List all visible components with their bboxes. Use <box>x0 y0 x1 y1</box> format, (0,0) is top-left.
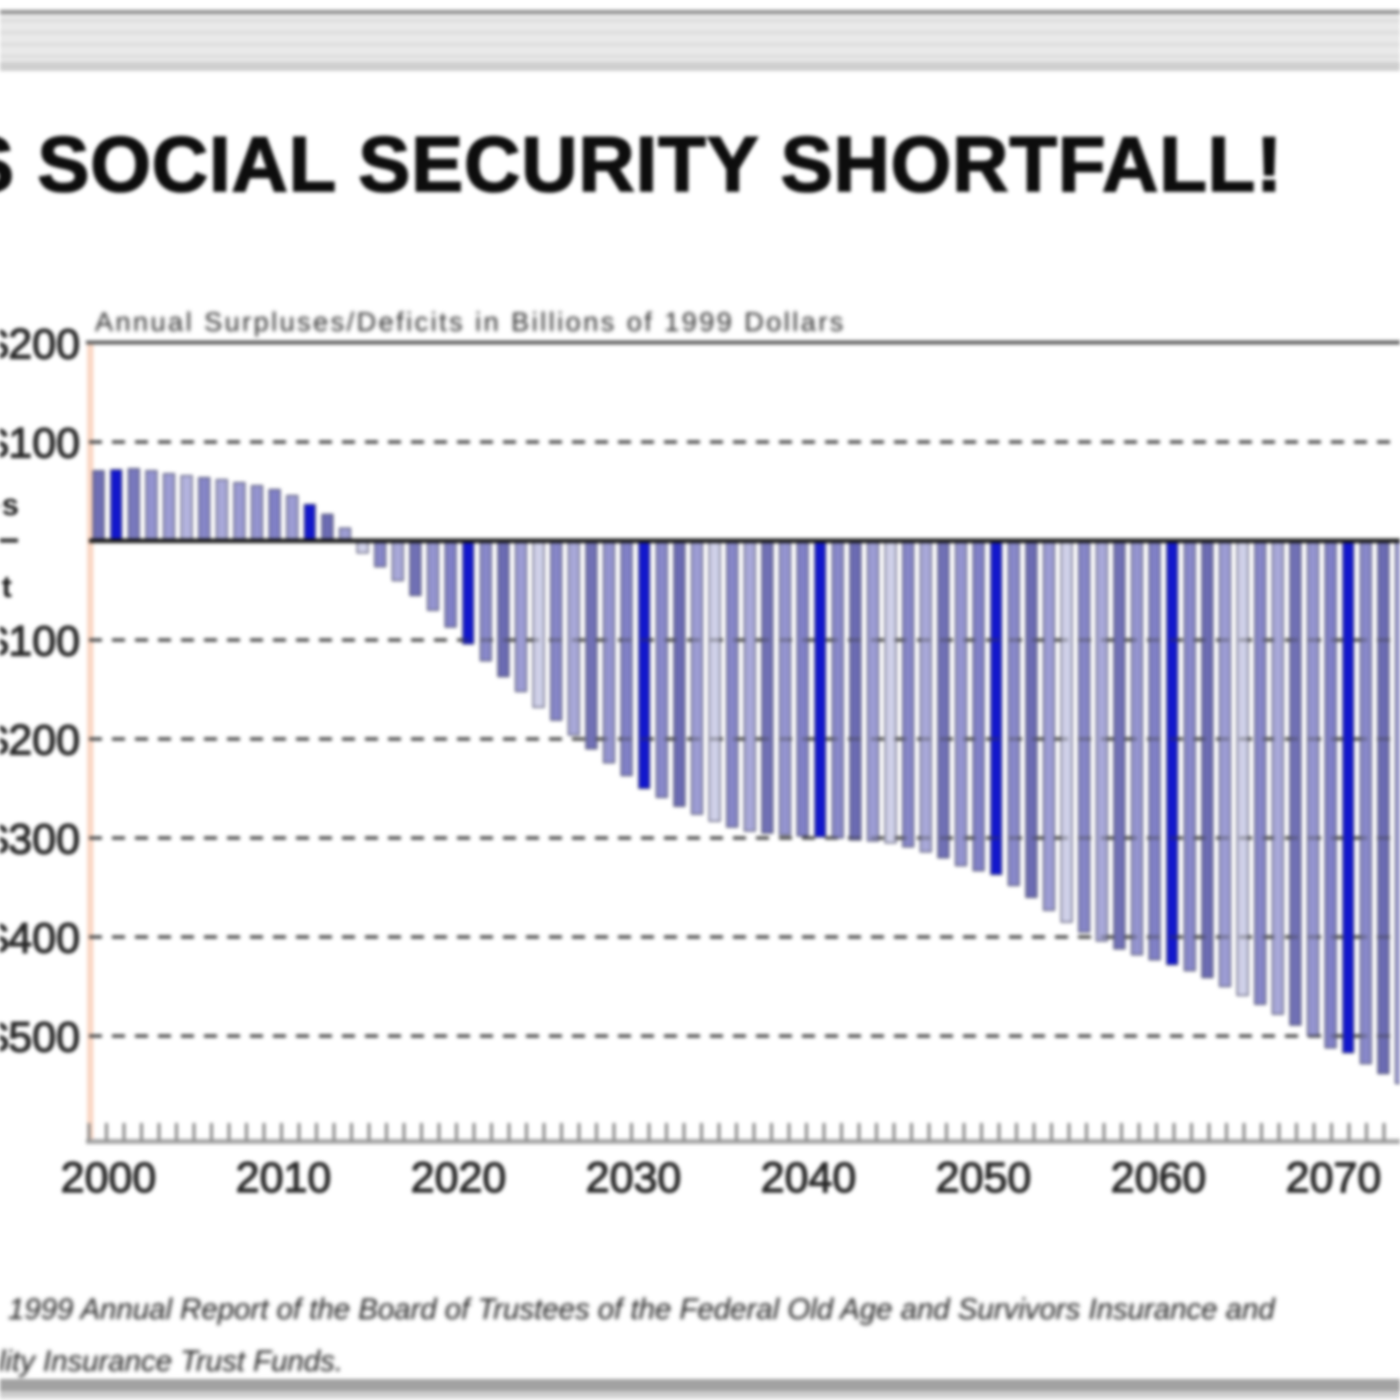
svg-text:Annual Surpluses/Deficits in B: Annual Surpluses/Deficits in Billions of… <box>95 307 846 337</box>
svg-text:Surpluses: Surpluses <box>0 487 19 522</box>
svg-text:bility Insurance Trust Funds.: bility Insurance Trust Funds. <box>0 1345 343 1378</box>
svg-text:-$400: -$400 <box>0 915 80 963</box>
svg-text:2000: 2000 <box>61 1154 157 1202</box>
svg-text:$100: $100 <box>0 420 80 468</box>
svg-text:$200: $200 <box>0 321 80 369</box>
svg-text:-$200: -$200 <box>0 717 80 765</box>
svg-text:2040: 2040 <box>761 1154 857 1202</box>
svg-text:2060: 2060 <box>1111 1154 1207 1202</box>
svg-text:2030: 2030 <box>586 1154 682 1202</box>
svg-text:-$500: -$500 <box>0 1014 80 1062</box>
svg-text:-$300: -$300 <box>0 816 80 864</box>
svg-text:Deficit: Deficit <box>0 569 12 604</box>
svg-text:2050: 2050 <box>936 1154 1032 1202</box>
svg-text:2010: 2010 <box>236 1154 332 1202</box>
svg-text:2070: 2070 <box>1286 1154 1382 1202</box>
svg-text:1999 Annual Report of the Boar: 1999 Annual Report of the Board of Trust… <box>8 1293 1276 1326</box>
svg-text:-$100: -$100 <box>0 618 80 666</box>
svg-text:2020: 2020 <box>411 1154 507 1202</box>
